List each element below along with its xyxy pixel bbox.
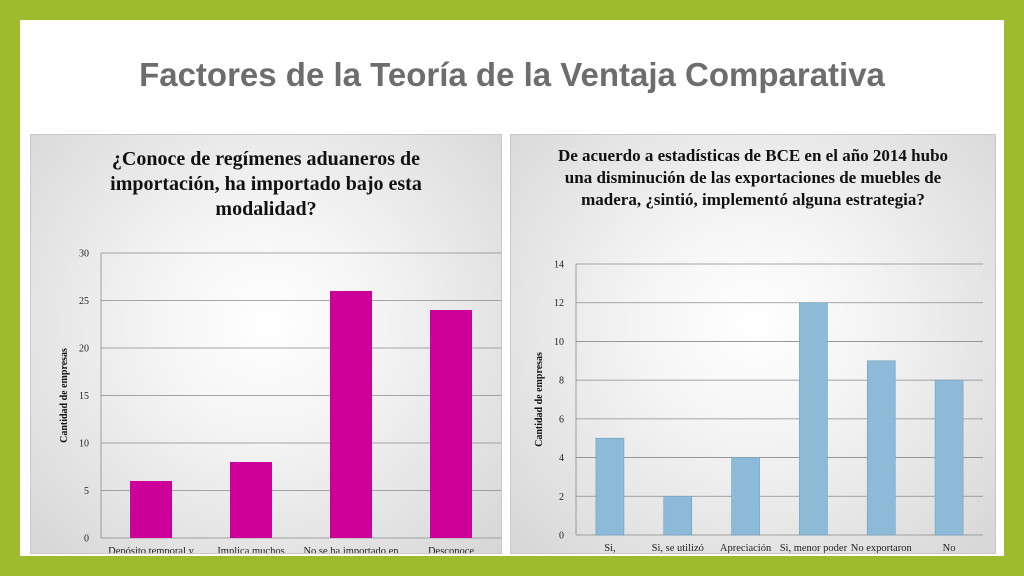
y-tick-label-left-3: 15 — [79, 391, 89, 402]
y-tick-label-right-0: 0 — [559, 531, 564, 542]
y-axis-title-left: Cantidad de empresas — [59, 348, 70, 443]
category-label-right-2: Apreciacióndólar — [720, 543, 772, 553]
category-label-left-1: Implica muchosrecursos — [217, 546, 284, 553]
bar-left-2 — [330, 291, 372, 538]
y-tick-label-left-4: 20 — [79, 344, 89, 355]
bar-right-5 — [934, 379, 964, 536]
category-label-right-0: Si,imperceptible — [581, 543, 639, 553]
category-label-right-3: Si, menor poderadquisitivo — [780, 543, 848, 553]
y-tick-label-left-2: 10 — [79, 439, 89, 450]
category-label-left-0: Depósito temporal yferias internacionale… — [106, 546, 196, 553]
slide-title: Factores de la Teoría de la Ventaja Comp… — [139, 56, 885, 93]
y-tick-label-right-1: 2 — [559, 492, 564, 503]
bar-right-2 — [731, 457, 760, 536]
y-tick-label-right-3: 6 — [559, 414, 564, 425]
y-tick-label-right-2: 4 — [559, 453, 564, 464]
category-label-left-2: No se ha importado enregimen — [303, 546, 399, 553]
bar-right-4 — [866, 360, 896, 536]
bar-left-0 — [130, 481, 172, 538]
y-tick-label-left-0: 0 — [84, 534, 89, 545]
category-label-right-5: No — [943, 543, 956, 553]
bar-chart-right: 0 2 4 6 8 10 12 14 Cantidad de empresas Si,imperc… — [534, 260, 983, 553]
bar-chart-left: 0 5 10 15 20 25 30 Cantidad de empresas Depósito… — [59, 249, 501, 553]
category-label-left-3: Desconoce — [428, 546, 474, 553]
y-tick-label-left-1: 5 — [84, 486, 89, 497]
chart-panel-right: De acuerdo a estadísticas de BCE en el a… — [510, 134, 996, 554]
y-tick-label-right-6: 12 — [554, 298, 564, 309]
slide: Factores de la Teoría de la Ventaja Comp… — [20, 20, 1004, 556]
bar-left-1 — [230, 462, 272, 538]
y-tick-label-right-5: 10 — [554, 337, 564, 348]
bar-right-0 — [595, 437, 625, 536]
bar-right-1 — [663, 495, 693, 536]
chart-panel-left: ¿Conoce de regímenes aduaneros de import… — [30, 134, 502, 554]
y-tick-label-left-6: 30 — [79, 249, 89, 260]
y-tick-label-left-5: 25 — [79, 296, 89, 307]
chart-title-left: ¿Conoce de regímenes aduaneros de import… — [110, 148, 422, 220]
y-tick-label-right-7: 14 — [554, 260, 564, 271]
category-label-right-1: Si, se utilizóestrategias — [652, 543, 704, 553]
bar-right-3 — [799, 302, 828, 536]
bar-left-3 — [430, 310, 472, 538]
y-tick-label-right-4: 8 — [559, 376, 564, 387]
y-axis-title-right: Cantidad de empresas — [534, 352, 545, 447]
category-label-right-4: No exportaronese año — [851, 543, 913, 553]
chart-title-right: De acuerdo a estadísticas de BCE en el a… — [557, 146, 949, 209]
